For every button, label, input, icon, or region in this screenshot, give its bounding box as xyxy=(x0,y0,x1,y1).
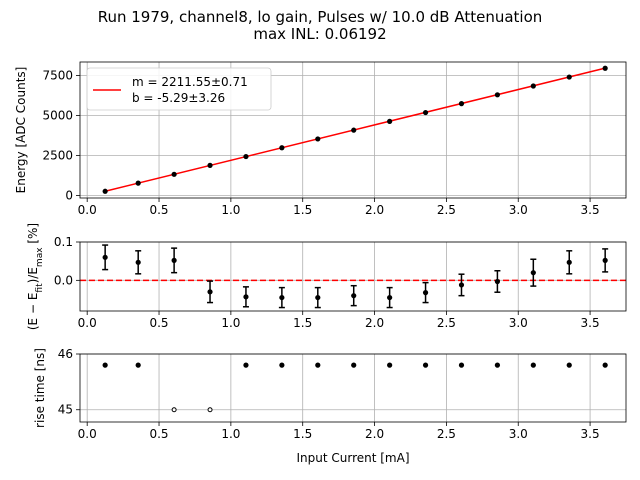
x-tick-label: 3.0 xyxy=(509,427,528,441)
data-point xyxy=(171,171,177,177)
data-point xyxy=(530,362,536,368)
y-tick-label: 46 xyxy=(58,347,73,361)
x-tick-label: 1.0 xyxy=(221,203,240,217)
data-point xyxy=(566,259,572,265)
plot-frame xyxy=(79,241,627,312)
data-point xyxy=(315,362,321,368)
data-point xyxy=(315,294,321,301)
x-tick-label: 0.0 xyxy=(78,203,97,217)
data-point xyxy=(351,293,357,299)
y-tick-label: 0.0 xyxy=(54,273,73,287)
data-point xyxy=(458,362,465,368)
data-point xyxy=(102,188,108,194)
y-tick-label: 7500 xyxy=(42,69,73,83)
x-tick-label: 2.5 xyxy=(437,427,456,441)
data-point xyxy=(387,362,393,368)
y-tick-label: 0 xyxy=(65,189,73,203)
x-tick-label: 2.0 xyxy=(365,203,384,217)
y-axis-label: rise time [ns] xyxy=(33,348,47,428)
data-point xyxy=(351,127,357,133)
x-tick-label: 3.5 xyxy=(581,316,600,330)
data-point xyxy=(243,153,249,160)
plot-frame xyxy=(79,353,627,423)
data-point xyxy=(102,362,108,368)
data-point xyxy=(207,162,213,168)
x-tick-label: 1.5 xyxy=(293,427,312,441)
x-tick-label: 0.0 xyxy=(78,427,97,441)
data-point xyxy=(387,118,393,124)
x-tick-label: 1.5 xyxy=(293,203,312,217)
data-point xyxy=(602,362,608,368)
x-tick-label: 0.5 xyxy=(149,427,168,441)
y-axis-label: (E − Efit)/Emax [%] xyxy=(26,223,45,330)
data-point xyxy=(494,362,501,368)
x-tick-label: 3.5 xyxy=(581,203,600,217)
data-point xyxy=(530,83,536,89)
rise-time-panel: 0.0 0.5 1.0 1.5 2.0 2.5 3.0 3.5 45 46 rise time [n… xyxy=(33,347,627,441)
data-point xyxy=(315,136,321,142)
data-point xyxy=(422,290,429,296)
data-point xyxy=(494,92,501,98)
data-point xyxy=(279,294,285,301)
x-tick-label: 3.5 xyxy=(581,427,600,441)
data-point xyxy=(102,254,108,260)
legend-intercept-label: b = -5.29±3.26 xyxy=(132,91,225,105)
data-point xyxy=(458,282,465,288)
y-tick-label: 45 xyxy=(58,403,73,417)
data-point xyxy=(566,362,572,368)
data-point xyxy=(602,257,608,263)
data-point xyxy=(171,257,177,263)
x-tick-label: 2.0 xyxy=(365,316,384,330)
residual-panel: 0.0 0.5 1.0 1.5 2.0 2.5 3.0 3.5 0.0 0.1 (E − Efit)… xyxy=(26,223,627,330)
legend-slope-label: m = 2211.55±0.71 xyxy=(132,75,248,89)
data-point xyxy=(494,278,501,285)
y-axis-label: Energy [ADC Counts] xyxy=(14,67,28,194)
data-point xyxy=(422,362,429,368)
data-point xyxy=(566,74,572,80)
x-tick-label: 1.5 xyxy=(293,316,312,330)
data-point xyxy=(207,407,213,413)
data-point xyxy=(171,407,177,413)
legend: m = 2211.55±0.71 b = -5.29±3.26 xyxy=(86,67,272,111)
x-tick-label: 0.5 xyxy=(149,316,168,330)
data-point xyxy=(387,294,393,301)
figure-subtitle: max INL: 0.06192 xyxy=(253,25,387,43)
data-point xyxy=(207,289,213,295)
data-point xyxy=(422,109,429,116)
data-point xyxy=(243,294,249,300)
x-tick-label: 0.0 xyxy=(78,316,97,330)
x-tick-label: 3.0 xyxy=(509,203,528,217)
figure-title: Run 1979, channel8, lo gain, Pulses w/ 1… xyxy=(97,8,543,26)
data-point xyxy=(530,270,536,276)
x-tick-label: 0.5 xyxy=(149,203,168,217)
legend-box xyxy=(86,67,272,111)
data-point xyxy=(351,362,357,368)
energy-panel: 0.0 0.5 1.0 1.5 2.0 2.5 3.0 3.5 0 2500 5000 7500 Ene… xyxy=(14,61,627,217)
x-tick-label: 1.0 xyxy=(221,427,240,441)
x-tick-label: 2.0 xyxy=(365,427,384,441)
data-point xyxy=(135,362,141,368)
x-tick-label: 1.0 xyxy=(221,316,240,330)
x-axis-label: Input Current [mA] xyxy=(296,451,409,465)
data-point xyxy=(279,362,285,368)
data-point xyxy=(602,65,608,71)
data-point xyxy=(135,259,141,265)
data-point xyxy=(458,101,465,107)
plot-frame xyxy=(79,61,627,199)
data-point xyxy=(279,145,285,151)
y-tick-label: 2500 xyxy=(42,149,73,163)
x-tick-label: 3.0 xyxy=(509,316,528,330)
y-tick-label: 5000 xyxy=(42,109,73,123)
x-tick-label: 2.5 xyxy=(437,316,456,330)
y-tick-label: 0.1 xyxy=(54,235,73,249)
data-point xyxy=(243,362,249,368)
data-point xyxy=(135,180,141,186)
x-tick-label: 2.5 xyxy=(437,203,456,217)
